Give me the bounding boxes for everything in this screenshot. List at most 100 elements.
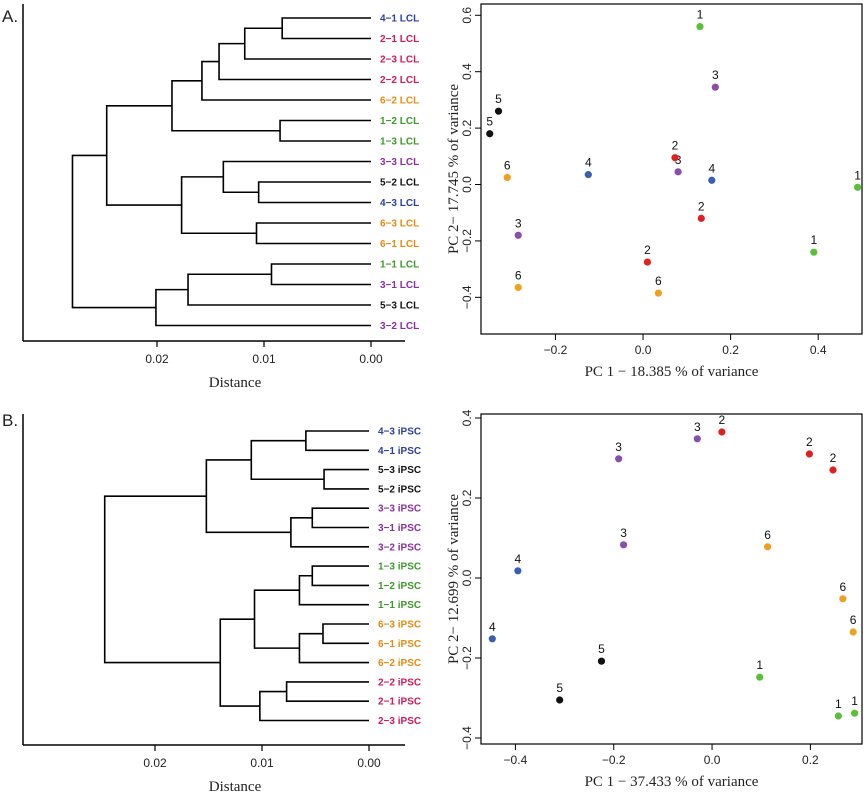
dendrogram-branch [270,263,371,286]
scatter-point-red [643,258,652,266]
dendrogram-leaf-label: 2−1 LCL [380,34,419,45]
dendrogram-lcl: 0.02 0.01 0.00 Distance 4−1 LCL 2−1 LCL 2−3 LC… [22,4,419,391]
scatter-point-blue [488,635,496,643]
scatter-point-label: 6 [655,274,662,288]
dendrogram-branch [250,439,325,481]
scatter-point-red [718,428,726,436]
scatter-point-label: 4 [708,161,715,175]
scatter-point-orange [654,289,662,297]
dendrogram-branch [311,565,369,587]
scatter-point-black [597,657,606,665]
dendrogram-x-label: Distance [209,375,262,391]
scatter-x-label: PC 1 − 18.385 % of variance [585,364,759,380]
scatter-point-label: 6 [764,528,771,542]
dendrogram-leaf-label: 1−3 iPSC [378,562,421,573]
dendrogram-branch [323,468,369,490]
dendrogram-branch [281,17,371,40]
scatter-y-tick-label: 0.0 [460,569,474,586]
scatter-y-tick-label: 0.2 [460,489,474,506]
scatter-x-tick-label: 0.2 [722,343,739,357]
scatter-point-label: 2 [672,139,679,153]
dendrogram-tick-label: 0.01 [250,756,274,770]
scatter-point-green [756,673,764,681]
scatter-point-label: 3 [694,420,701,434]
scatter-point-purple [674,168,682,176]
scatter-x-tick-label: −0.2 [544,343,568,357]
scatter-point-red [805,450,813,458]
dendrogram-leaf-label: 4−1 iPSC [378,446,421,457]
dendrogram-tick-label: 0.01 [252,352,276,366]
dendrogram-leaf-label: 2−1 iPSC [378,697,421,708]
scatter-point-label: 6 [850,613,857,627]
scatter-point-label: 2 [806,435,813,449]
scatter-point-green [810,248,818,256]
dendrogram-leaf-label: 5−2 iPSC [378,484,421,495]
scatter-x-tick-label: 0.0 [704,753,721,767]
scatter-point-label: 1 [810,233,817,247]
scatter-x-tick-label: −0.4 [504,753,528,767]
dendrogram-leaf-label: 6−3 iPSC [378,620,421,631]
scatter-point-label: 6 [515,268,522,282]
dendrogram-branch [205,459,291,534]
scatter-point-label: 4 [489,620,496,634]
dendrogram-leaf-label: 3−3 iPSC [378,504,421,515]
scatter-y-label: PC 2− 17.745 % of variance [446,84,462,254]
scatter-point-green [696,22,704,31]
dendrogram-ipsc: 0.02 0.01 0.00 Distance 4−3 iPSC 4−1 iPSC 5−3 … [22,414,421,795]
dendrogram-leaf-label: 5−2 LCL [380,178,419,189]
scatter-point-label: 5 [486,115,493,129]
scatter-point-label: 5 [495,92,502,106]
scatter-point-blue [514,567,522,575]
dendrogram-leaf-label: 2−2 LCL [380,75,419,86]
dendrogram-leaf-label: 1−2 LCL [380,116,419,127]
scatter-point-label: 3 [620,526,627,540]
dendrogram-leaf-label: 1−1 LCL [380,260,419,271]
scatter-point-label: 5 [556,681,563,695]
scatter-point-label: 2 [830,451,837,465]
dendrogram-leaf-label: 1−1 iPSC [378,600,421,611]
dendrogram-leaf-label: 6−2 LCL [380,96,419,107]
scatter-point-red [829,466,837,474]
dendrogram-leaf-label: 6−2 iPSC [378,658,421,669]
scatter-point-label: 1 [854,168,861,182]
dendrogram-leaf-label: 4−3 iPSC [378,427,421,438]
dendrogram-branch [243,27,371,60]
scatter-x-tick-label: 0.2 [802,753,819,767]
dendrogram-leaf-label: 2−3 iPSC [378,716,421,727]
scatter-point-label: 3 [515,216,522,230]
scatter-point-label: 1 [756,658,763,672]
dendrogram-branch [298,632,369,664]
scatter-point-label: 4 [515,552,522,566]
scatter-point-label: 3 [675,153,682,167]
scatter-point-blue [708,176,716,184]
dendrogram-branch [180,176,257,235]
dendrogram-branch [187,273,371,306]
dendrogram-branch [298,574,369,606]
dendrogram-leaf-label: 6−1 iPSC [378,639,421,650]
dendrogram-branch [285,681,369,702]
scatter-point-label: 4 [585,156,592,170]
scatter-point-black [486,130,494,138]
scatter-point-label: 5 [598,642,605,656]
dendrogram-branch [290,517,369,548]
dendrogram-leaf-label: 3−3 LCL [380,157,419,168]
dendrogram-leaf-label: 6−3 LCL [380,219,419,230]
dendrogram-branch [201,60,371,101]
dendrogram-leaf-label: 1−2 iPSC [378,581,421,592]
scatter-y-tick-label: −0.4 [460,726,474,750]
scatter-plot-frame [480,3,863,335]
scatter-point-purple [619,541,628,549]
scatter-point-orange [764,543,772,551]
scatter-point-red [671,154,679,162]
scatter-y-tick-label: 0.0 [460,176,474,193]
scatter-point-label: 3 [712,68,719,82]
dendrogram-branch [305,430,369,452]
dendrogram-tick-label: 0.00 [359,352,383,366]
scatter-point-orange [503,173,511,182]
dendrogram-tick-label: 0.02 [143,756,167,770]
scatter-point-orange [839,595,847,603]
dendrogram-leaf-label: 3−2 iPSC [378,542,421,553]
dendrogram-branch [253,589,300,649]
scatter-point-label: 1 [697,8,704,22]
scatter-point-green [834,712,843,720]
